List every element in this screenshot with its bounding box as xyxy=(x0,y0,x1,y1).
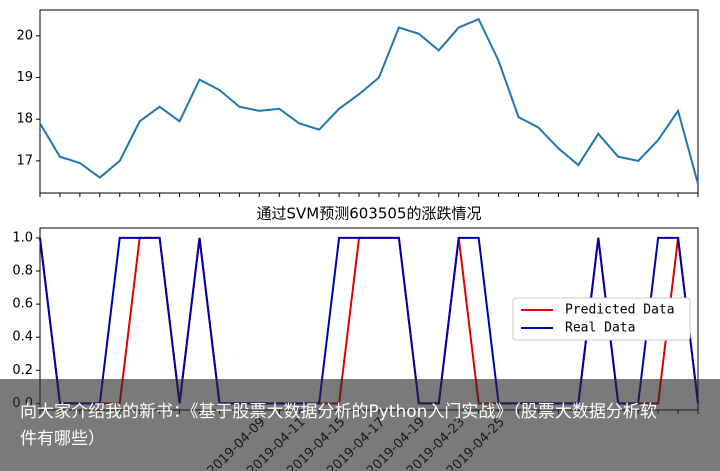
legend-label: Predicted Data xyxy=(565,303,675,318)
legend-label: Real Data xyxy=(565,321,635,336)
data-line xyxy=(39,17,699,185)
legend-box xyxy=(512,297,691,341)
y-tick-label: 0.6 xyxy=(12,297,33,312)
y-tick-label: 1.0 xyxy=(12,230,33,245)
y-tick-label: 18 xyxy=(16,112,33,127)
y-tick-label: 20 xyxy=(16,28,33,43)
y-tick-label: 0.2 xyxy=(12,363,33,378)
caption-text: 向大家介绍我的新书：《基于股票大数据分析的Python入门实战》（股票大数据分析… xyxy=(20,402,657,449)
y-tick-label: 19 xyxy=(16,70,33,85)
caption-band: 向大家介绍我的新书：《基于股票大数据分析的Python入门实战》（股票大数据分析… xyxy=(0,379,720,471)
y-tick-label: 0.4 xyxy=(12,330,33,345)
plot-frame xyxy=(39,9,699,194)
chart-title: 通过SVM预测603505的涨跌情况 xyxy=(257,205,482,223)
y-tick-label: 17 xyxy=(16,153,33,168)
y-tick-label: 0.8 xyxy=(12,264,33,279)
